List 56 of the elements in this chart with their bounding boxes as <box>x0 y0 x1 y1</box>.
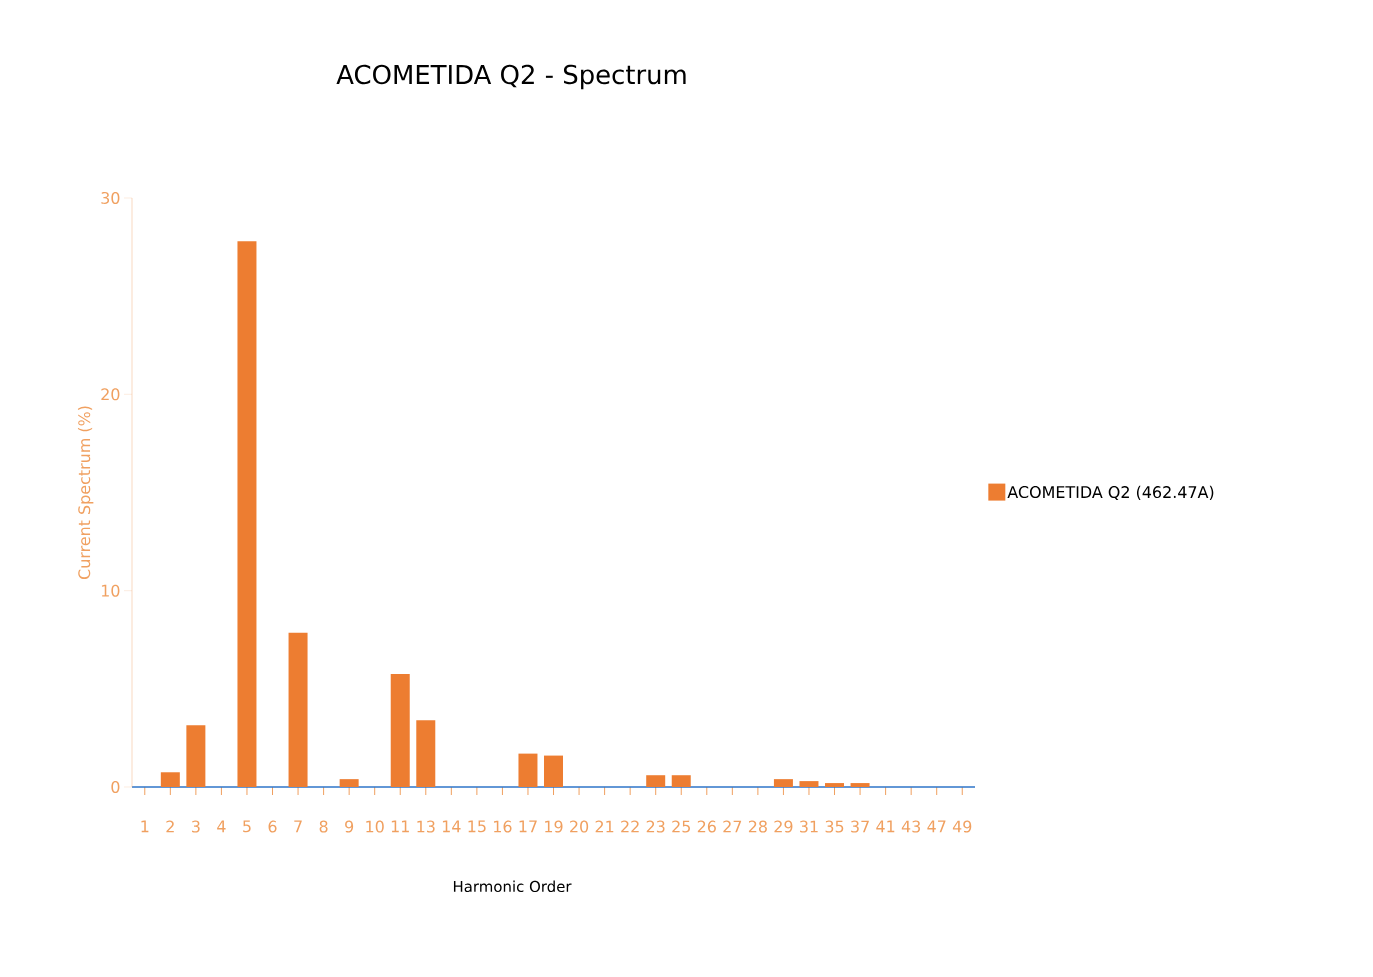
x-tick-label: 28 <box>748 820 767 833</box>
bar <box>646 775 666 787</box>
bar <box>186 725 206 787</box>
bar <box>773 779 793 787</box>
x-tick-label: 9 <box>345 820 354 833</box>
x-tick-label: 5 <box>243 820 251 833</box>
x-tick-label: 22 <box>621 820 639 833</box>
bar <box>799 781 819 787</box>
x-tick-label: 47 <box>927 820 946 833</box>
x-tick-label: 11 <box>391 820 409 833</box>
x-tick-label: 43 <box>901 820 921 833</box>
bar <box>850 783 870 787</box>
x-tick-label: 17 <box>519 820 537 833</box>
x-tick-label: 35 <box>825 820 844 833</box>
x-tick-label: 8 <box>319 820 328 833</box>
y-tick-label: 20 <box>101 388 120 401</box>
x-tick-label: 7 <box>294 820 302 833</box>
x-tick-label: 15 <box>468 820 486 833</box>
x-tick-label: 49 <box>952 820 972 833</box>
bar <box>339 779 359 787</box>
x-tick-label: 3 <box>192 820 200 833</box>
x-tick-label: 6 <box>268 820 277 833</box>
x-tick-label: 27 <box>723 820 742 833</box>
bar <box>390 674 410 787</box>
x-tick-label: 10 <box>366 820 384 833</box>
bar <box>671 775 691 787</box>
x-tick-label: 14 <box>442 820 461 833</box>
x-tick-label: 2 <box>166 820 174 833</box>
x-tick-label: 41 <box>876 820 895 833</box>
x-axis-title: Harmonic Order <box>453 880 572 893</box>
legend-label: ACOMETIDA Q2 (462.47A) <box>1007 485 1214 500</box>
x-tick-label: 37 <box>851 820 869 833</box>
x-tick-label: 23 <box>646 820 665 833</box>
x-tick-label: 26 <box>697 820 716 833</box>
y-axis-title: Current Spectrum (%) <box>77 406 94 580</box>
x-tick-label: 1 <box>141 820 149 833</box>
x-tick-label: 29 <box>774 820 793 833</box>
x-tick-label: 19 <box>545 820 563 833</box>
chart-title: ACOMETIDA Q2 - Spectrum <box>336 64 686 90</box>
bar <box>237 241 257 787</box>
bar <box>288 632 308 787</box>
x-tick-label: 13 <box>417 820 435 833</box>
x-tick-label: 21 <box>595 820 614 833</box>
y-tick-label: 0 <box>111 780 120 794</box>
y-tick-label: 30 <box>101 191 120 205</box>
bar <box>825 783 845 787</box>
bar <box>416 720 436 787</box>
bar <box>518 753 538 787</box>
x-tick-label: 31 <box>800 820 818 833</box>
bar <box>160 772 180 787</box>
x-tick-label: 20 <box>570 820 589 833</box>
y-tick-label: 10 <box>101 584 120 597</box>
bar <box>544 755 564 787</box>
x-tick-label: 4 <box>217 820 226 833</box>
x-tick-label: 25 <box>672 820 690 833</box>
x-tick-label: 16 <box>494 820 512 833</box>
